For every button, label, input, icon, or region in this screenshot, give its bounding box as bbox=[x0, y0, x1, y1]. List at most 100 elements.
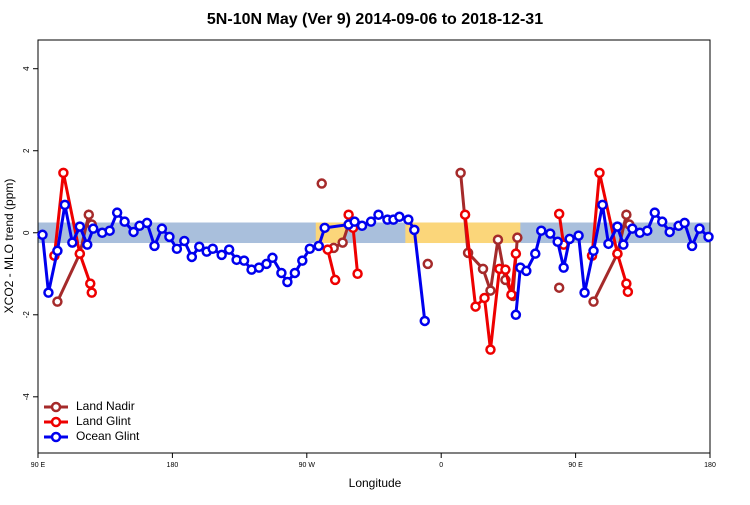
point bbox=[128, 226, 139, 238]
point bbox=[477, 263, 489, 275]
point bbox=[394, 211, 405, 223]
legend-label: Land Nadir bbox=[76, 399, 135, 413]
y-tick-label: 0 bbox=[22, 230, 31, 235]
point bbox=[313, 240, 324, 252]
point bbox=[186, 251, 198, 263]
point bbox=[521, 265, 532, 277]
point bbox=[83, 209, 95, 220]
plot-frame bbox=[37, 39, 711, 454]
point bbox=[373, 209, 384, 220]
point bbox=[422, 258, 434, 270]
point bbox=[627, 223, 638, 234]
x-tick-label: 90 W bbox=[299, 462, 316, 469]
point bbox=[621, 209, 632, 220]
point bbox=[343, 209, 354, 220]
legend-marker bbox=[50, 431, 62, 443]
point bbox=[618, 239, 629, 250]
point bbox=[479, 292, 490, 304]
point bbox=[74, 248, 86, 259]
chart-title: 5N-10N May (Ver 9) 2014-09-06 to 2018-12… bbox=[207, 11, 543, 28]
point bbox=[59, 199, 71, 211]
point bbox=[455, 167, 466, 179]
point bbox=[316, 178, 327, 189]
point bbox=[512, 232, 523, 243]
x-tick-label: 90 E bbox=[31, 462, 46, 469]
point bbox=[594, 167, 605, 179]
point bbox=[337, 237, 348, 248]
x-tick-label: 90 E bbox=[568, 462, 583, 469]
point bbox=[612, 221, 623, 232]
point bbox=[238, 255, 250, 266]
point bbox=[470, 301, 481, 312]
point bbox=[573, 230, 584, 241]
point bbox=[510, 309, 522, 321]
point bbox=[419, 315, 431, 327]
point bbox=[500, 264, 511, 275]
point bbox=[553, 282, 565, 293]
point bbox=[544, 228, 556, 239]
point bbox=[553, 208, 565, 220]
point bbox=[510, 248, 522, 259]
point bbox=[409, 224, 420, 236]
y-tick-label: 2 bbox=[22, 148, 31, 153]
point bbox=[612, 248, 623, 259]
point bbox=[111, 207, 123, 218]
y-tick-label: -4 bbox=[22, 393, 31, 401]
point bbox=[365, 216, 377, 227]
point bbox=[164, 231, 175, 243]
point bbox=[119, 216, 130, 227]
point bbox=[485, 285, 496, 296]
point bbox=[82, 239, 93, 250]
x-tick-label: 180 bbox=[167, 462, 179, 469]
point bbox=[552, 236, 563, 248]
point bbox=[88, 223, 99, 234]
point bbox=[322, 244, 333, 255]
series-line bbox=[52, 172, 630, 350]
point bbox=[352, 268, 363, 280]
point bbox=[194, 241, 205, 252]
point bbox=[74, 221, 86, 232]
point bbox=[223, 244, 235, 255]
point bbox=[694, 223, 705, 234]
legend-marker bbox=[50, 416, 62, 428]
point bbox=[267, 252, 278, 264]
point bbox=[536, 225, 547, 236]
point bbox=[485, 344, 496, 355]
y-axis-label: XCO2 - MLO trend (ppm) bbox=[2, 179, 16, 314]
point bbox=[216, 249, 227, 261]
point bbox=[329, 274, 341, 286]
point bbox=[403, 214, 414, 225]
point bbox=[492, 234, 504, 245]
point bbox=[686, 240, 698, 252]
point bbox=[304, 243, 316, 255]
point bbox=[104, 225, 115, 236]
point bbox=[506, 289, 517, 300]
point bbox=[261, 258, 272, 270]
point bbox=[649, 207, 660, 218]
point bbox=[579, 287, 590, 298]
highlight-range bbox=[405, 222, 521, 244]
point bbox=[289, 267, 301, 279]
point bbox=[171, 243, 183, 255]
point bbox=[179, 235, 190, 247]
point bbox=[58, 167, 69, 179]
point bbox=[703, 231, 714, 243]
point bbox=[282, 276, 293, 288]
point bbox=[141, 217, 153, 229]
y-tick-label: 4 bbox=[22, 66, 31, 71]
point bbox=[43, 287, 54, 298]
point bbox=[588, 296, 599, 307]
point bbox=[459, 209, 471, 220]
point bbox=[52, 296, 63, 307]
point bbox=[37, 229, 48, 241]
point bbox=[85, 278, 96, 289]
point bbox=[621, 278, 632, 289]
point bbox=[642, 225, 653, 236]
point bbox=[297, 255, 308, 266]
legend-label: Ocean Glint bbox=[76, 429, 140, 443]
point bbox=[679, 217, 690, 229]
point bbox=[603, 238, 614, 250]
legend-label: Land Glint bbox=[76, 414, 131, 428]
x-tick-label: 180 bbox=[704, 462, 716, 469]
